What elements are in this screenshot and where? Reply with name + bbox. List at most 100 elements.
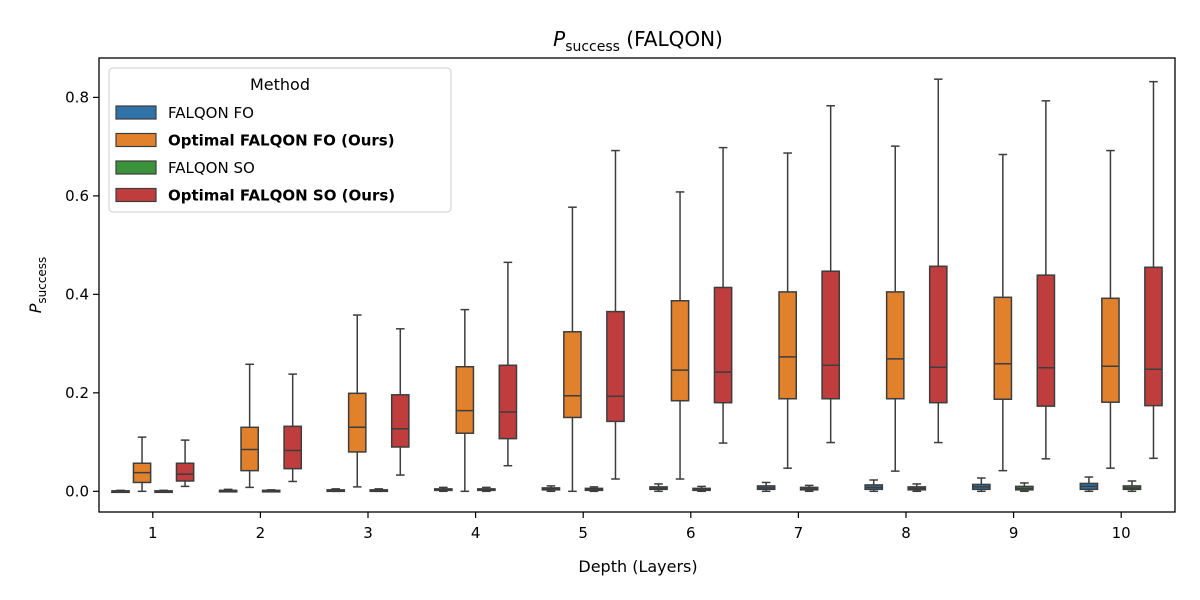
box-optimal-falqon-fo-ours-depth-6 xyxy=(670,191,690,480)
y-tick-label: 0.8 xyxy=(65,88,89,106)
legend-item-optimal-falqon-fo-ours: Optimal FALQON FO (Ours) xyxy=(115,132,395,150)
box-falqon-so-depth-2 xyxy=(261,489,281,493)
box-body xyxy=(713,286,733,404)
x-tick-label: 5 xyxy=(578,524,588,542)
x-tick-label: 3 xyxy=(363,524,373,542)
title-subscript: success xyxy=(565,39,620,55)
box-falqon-fo-depth-4 xyxy=(433,486,453,493)
chart-title: Psuccess (FALQON) xyxy=(553,27,723,55)
box-body xyxy=(885,291,905,400)
x-tick-label: 6 xyxy=(686,524,696,542)
legend-title: Method xyxy=(250,75,310,94)
box-falqon-fo-depth-9 xyxy=(971,477,991,493)
box-body xyxy=(498,364,518,440)
box-body xyxy=(455,365,475,434)
x-tick-label: 10 xyxy=(1112,524,1131,542)
x-axis-label: Depth (Layers) xyxy=(578,557,697,576)
box-falqon-fo-depth-6 xyxy=(649,483,668,493)
legend-label: FALQON FO xyxy=(168,104,254,122)
y-axis-label: Psuccess xyxy=(26,257,49,314)
box-optimal-falqon-fo-ours-depth-4 xyxy=(455,308,475,493)
box-body xyxy=(928,265,948,404)
box-optimal-falqon-so-ours-depth-7 xyxy=(821,105,841,444)
legend-item-optimal-falqon-so-ours: Optimal FALQON SO (Ours) xyxy=(115,187,395,205)
box-falqon-fo-depth-5 xyxy=(541,485,561,493)
box-body xyxy=(821,270,841,400)
series-falqon-so xyxy=(154,480,1142,494)
box-optimal-falqon-fo-ours-depth-8 xyxy=(885,145,905,472)
box-falqon-so-depth-10 xyxy=(1122,480,1142,493)
box-body xyxy=(390,394,410,448)
box-optimal-falqon-fo-ours-depth-1 xyxy=(132,436,152,493)
legend: Method FALQON FO Optimal FALQON FO (Ours) F… xyxy=(108,67,452,213)
box-falqon-so-depth-9 xyxy=(1015,482,1034,493)
x-tick-label: 1 xyxy=(148,524,158,542)
legend-item-falqon-fo: FALQON FO xyxy=(115,104,254,122)
box-optimal-falqon-so-ours-depth-1 xyxy=(175,439,195,488)
box-falqon-so-depth-8 xyxy=(907,483,927,493)
y-tick-label: 0.4 xyxy=(65,285,89,303)
box-optimal-falqon-so-ours-depth-8 xyxy=(928,78,948,444)
box-optimal-falqon-so-ours-depth-5 xyxy=(606,149,625,480)
legend-label: FALQON SO xyxy=(168,159,255,177)
series-optimal-falqon-fo-ours xyxy=(132,145,1120,493)
box-optimal-falqon-fo-ours-depth-7 xyxy=(778,152,797,469)
legend-label: Optimal FALQON SO (Ours) xyxy=(168,187,395,205)
y-label-subscript: success xyxy=(35,257,49,304)
box-falqon-fo-depth-3 xyxy=(326,488,346,493)
x-tick-label: 7 xyxy=(794,524,804,542)
box-body xyxy=(670,300,690,402)
box-falqon-fo-depth-7 xyxy=(756,481,776,493)
title-suffix: (FALQON) xyxy=(620,27,723,51)
x-axis-ticks: 1 2 3 4 5 6 7 8 9 10 xyxy=(148,512,1131,542)
box-falqon-so-depth-1 xyxy=(154,489,173,494)
box-optimal-falqon-so-ours-depth-4 xyxy=(498,261,518,467)
legend-item-falqon-so: FALQON SO xyxy=(115,159,255,177)
box-optimal-falqon-fo-ours-depth-10 xyxy=(1101,149,1120,469)
x-tick-label: 2 xyxy=(256,524,266,542)
legend-swatch xyxy=(115,187,157,203)
y-tick-label: 0.2 xyxy=(65,384,89,402)
plot-area xyxy=(111,78,1163,494)
series-optimal-falqon-so-ours xyxy=(175,78,1163,488)
axes-frame xyxy=(98,57,1176,513)
y-axis-ticks: 0.0 0.2 0.4 0.6 0.8 xyxy=(65,88,99,500)
box-body xyxy=(778,291,797,400)
box-body xyxy=(1144,266,1163,407)
x-tick-label: 8 xyxy=(901,524,911,542)
legend-swatch xyxy=(115,105,157,120)
box-falqon-fo-depth-10 xyxy=(1079,476,1099,493)
box-optimal-falqon-fo-ours-depth-9 xyxy=(993,153,1013,472)
box-falqon-so-depth-6 xyxy=(692,485,711,493)
box-body xyxy=(347,392,367,453)
box-falqon-fo-depth-8 xyxy=(864,479,884,493)
box-optimal-falqon-so-ours-depth-3 xyxy=(390,328,410,476)
legend-frame xyxy=(108,67,452,213)
box-optimal-falqon-so-ours-depth-9 xyxy=(1036,100,1056,460)
box-body xyxy=(1036,274,1056,407)
y-label-variable: P xyxy=(26,303,45,313)
box-optimal-falqon-fo-ours-depth-3 xyxy=(347,314,367,488)
y-tick-label: 0.0 xyxy=(65,482,89,500)
box-falqon-so-depth-4 xyxy=(477,486,496,493)
box-body xyxy=(283,425,303,470)
box-body xyxy=(175,462,195,482)
box-body xyxy=(563,331,582,419)
box-optimal-falqon-fo-ours-depth-5 xyxy=(563,206,582,493)
y-tick-label: 0.6 xyxy=(65,187,89,205)
box-falqon-fo-depth-2 xyxy=(218,488,238,493)
box-falqon-fo-depth-1 xyxy=(111,489,130,494)
legend-swatch xyxy=(115,160,157,175)
box-body xyxy=(1101,297,1120,403)
box-falqon-so-depth-5 xyxy=(584,486,604,493)
box-optimal-falqon-so-ours-depth-10 xyxy=(1144,80,1163,460)
title-variable: P xyxy=(553,27,566,51)
box-optimal-falqon-so-ours-depth-6 xyxy=(713,146,733,444)
x-tick-label: 4 xyxy=(471,524,481,542)
box-optimal-falqon-so-ours-depth-2 xyxy=(283,373,303,483)
box-optimal-falqon-fo-ours-depth-2 xyxy=(240,363,259,489)
series-falqon-fo xyxy=(111,476,1099,494)
box-falqon-so-depth-7 xyxy=(799,484,819,493)
box-body xyxy=(606,310,625,423)
